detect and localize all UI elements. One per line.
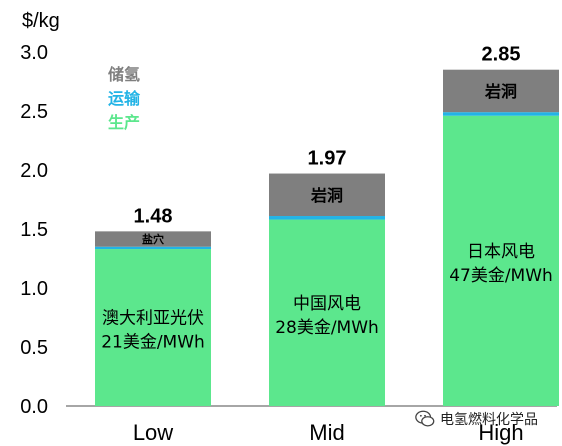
bar-segment [269, 219, 385, 406]
y-tick-label: 2.5 [20, 101, 48, 123]
legend-entry: 运输 [108, 89, 141, 108]
y-tick-label: 1.0 [20, 278, 48, 300]
watermark-text: 电氢燃料化学品 [440, 412, 538, 428]
production-label: 21美金/MWh [101, 333, 205, 353]
bar-segment [269, 216, 385, 220]
bar-segment [95, 246, 211, 250]
x-tick-label: Mid [309, 420, 344, 445]
bars: 澳大利亚光伏 21美金/MWh 盐穴 1.48 中国风电 28美金/MWh 岩洞 1.97 日本… [95, 44, 559, 406]
production-label: 日本风电 [467, 242, 535, 262]
y-tick-label: 2.0 [20, 160, 48, 182]
bar-segment [95, 249, 211, 406]
production-label: 澳大利亚光伏 [102, 309, 204, 329]
y-tick-label: 3.0 [20, 42, 48, 64]
production-label: 47美金/MWh [449, 266, 553, 286]
y-tick-label: 1.5 [20, 219, 48, 241]
total-label: 1.48 [134, 205, 173, 227]
y-tick-label: 0.0 [20, 396, 48, 418]
bar-segment [269, 173, 385, 217]
storage-label: 岩洞 [310, 186, 343, 205]
total-label: 1.97 [308, 148, 347, 170]
bar-segment [443, 115, 559, 406]
storage-label: 盐穴 [142, 232, 164, 246]
production-label: 28美金/MWh [275, 318, 379, 338]
wechat-icon [415, 410, 435, 427]
storage-label: 岩洞 [484, 82, 517, 101]
bar-segment [443, 112, 559, 116]
x-tick-label: Low [133, 420, 173, 445]
y-tick-label: 0.5 [20, 337, 48, 359]
bar-segment [443, 69, 559, 113]
x-tick-label: High [478, 420, 523, 445]
legend-entry: 储氢 [107, 65, 140, 84]
y-axis-label: $/kg [22, 10, 60, 32]
watermark: 电氢燃料化学品 [414, 408, 538, 430]
y-tick-labels: 0.0 0.5 1.0 1.5 2.0 2.5 3.0 [20, 42, 48, 418]
x-tick-labels: Low Mid High [133, 420, 524, 445]
legend-entry: 生产 [108, 113, 140, 132]
total-label: 2.85 [482, 44, 521, 66]
bar-segment [95, 231, 211, 247]
production-label: 中国风电 [293, 294, 361, 314]
